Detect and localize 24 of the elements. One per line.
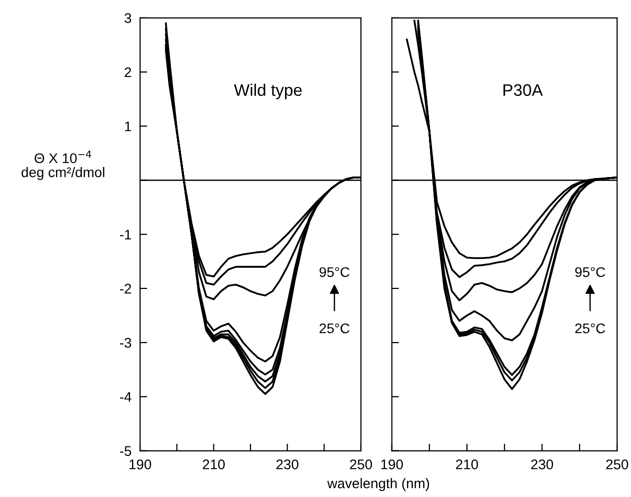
y-tick-label: -4 (120, 392, 132, 402)
y-tick-label: 1 (125, 122, 132, 132)
x-tick-label: 250 (350, 459, 372, 470)
x-tick-label: 230 (531, 459, 554, 470)
x-tick-label: 230 (276, 459, 298, 470)
annotation: 25°C (575, 323, 606, 334)
annotation: Wild type (234, 84, 302, 100)
x-tick-label: 210 (456, 459, 478, 470)
annotation: 95°C (320, 267, 350, 278)
annotation: 25°C (320, 323, 350, 334)
y-tick-label: -5 (120, 446, 132, 456)
x-axis-title: wavelength (nm) (327, 478, 430, 492)
x-tick-label: 190 (381, 459, 403, 470)
y-tick-label: 2 (124, 67, 132, 78)
annotation: P30A (503, 84, 543, 96)
y-axis-title: Θ X 10$^{−4}$ deg cm²/dmol (22, 150, 104, 180)
y-tick-label: -2 (120, 284, 132, 294)
y-tick-label: 3 (124, 13, 132, 24)
y-tick-label: -3 (120, 338, 132, 348)
annotation: 95°C (575, 267, 606, 278)
x-tick-label: 210 (202, 459, 225, 470)
x-tick-label: 250 (606, 459, 628, 470)
y-tick-label: -1 (120, 230, 132, 240)
x-tick-label: 190 (130, 459, 152, 470)
